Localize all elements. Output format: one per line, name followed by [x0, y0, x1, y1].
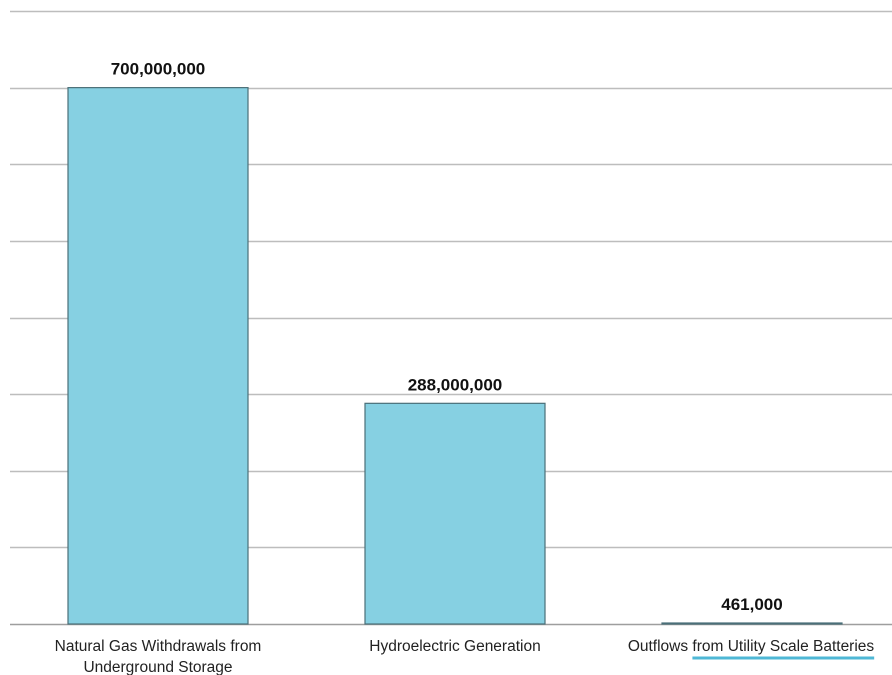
- bar-1: [67, 87, 249, 625]
- data-labels: 700,000,000 288,000,000 461,000: [111, 60, 783, 614]
- bar-3: [661, 622, 843, 625]
- bars: [67, 87, 843, 625]
- data-label-2: 288,000,000: [408, 375, 503, 394]
- category-label-3: Outflows from Utility Scale Batteries: [628, 638, 875, 655]
- category-label-2: Hydroelectric Generation: [369, 638, 540, 655]
- bar-2: [364, 402, 546, 625]
- data-label-1: 700,000,000: [111, 60, 206, 79]
- data-label-3: 461,000: [721, 595, 782, 614]
- category-labels: Natural Gas Withdrawals from Underground …: [55, 638, 875, 675]
- category-label-1-line-2: Underground Storage: [83, 659, 232, 675]
- category-label-1-line-1: Natural Gas Withdrawals from: [55, 638, 262, 655]
